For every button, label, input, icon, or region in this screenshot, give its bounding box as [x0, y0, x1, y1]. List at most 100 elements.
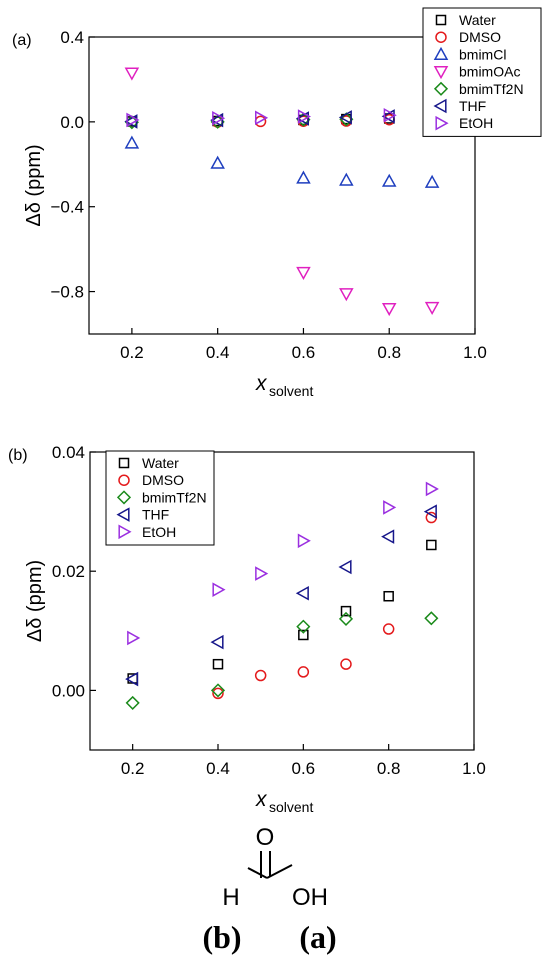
data-point-dmso	[340, 658, 352, 670]
data-point-thf	[423, 504, 437, 519]
data-point-bmimtf2n	[210, 683, 226, 698]
legend-label-thf: THF	[142, 507, 169, 523]
data-point-etoh	[127, 630, 141, 646]
data-point-water	[298, 629, 309, 641]
legend-label-water: Water	[142, 455, 179, 471]
legend-label-water: Water	[459, 12, 496, 28]
y-tick-label: 0.04	[52, 443, 85, 462]
x-tick-label: 0.2	[120, 343, 144, 362]
data-point-dmso	[212, 687, 224, 700]
x-tick-label: 0.4	[206, 759, 230, 778]
y-tick-label: −0.4	[50, 198, 84, 217]
data-point-bmimtf2n	[339, 112, 354, 127]
data-point-bmimtf2n	[424, 611, 439, 626]
data-point-dmso	[254, 669, 267, 682]
series-dmso	[211, 109, 438, 128]
legend-label-bmimtf2n: bmimTf2N	[142, 489, 207, 505]
data-point-thf	[295, 111, 309, 126]
data-point-etoh	[383, 500, 397, 515]
data-point-bmimtf2n	[125, 695, 140, 710]
legend-box	[105, 450, 215, 546]
data-point-bmimcl	[210, 155, 225, 169]
formic-acid-structure: O H OH	[222, 824, 328, 911]
x-tick-label: 1.0	[463, 343, 487, 362]
data-point-bmimoac	[296, 266, 311, 281]
bond-c-h	[247, 867, 268, 879]
x-axis-label: x	[255, 372, 268, 395]
data-point-bmimtf2n	[296, 619, 311, 634]
series-bmimtf2n	[125, 611, 439, 710]
data-point-etoh	[212, 582, 226, 597]
data-point-water	[340, 605, 352, 617]
data-point-bmimoac	[424, 301, 440, 316]
data-point-bmimcl	[124, 135, 140, 149]
legend-label-bmimcl: bmimCl	[459, 46, 506, 62]
x-tick-label: 0.8	[377, 759, 401, 778]
plot-frame	[88, 36, 476, 335]
x-tick-label: 0.6	[292, 759, 316, 778]
x-axis-label: x	[255, 788, 268, 811]
data-point-thf	[125, 671, 139, 687]
legend-label-bmimtf2n: bmimTf2N	[459, 81, 524, 97]
data-point-thf	[210, 634, 224, 650]
y-tick-label: 0.0	[60, 113, 84, 132]
data-point-dmso	[382, 623, 395, 635]
series-water	[127, 539, 437, 684]
x-tick-label: 0.8	[377, 343, 401, 362]
legend-label-thf: THF	[459, 98, 486, 114]
x-axis-label-subscript: solvent	[269, 799, 313, 815]
plot-frame	[89, 451, 475, 751]
series-dmso	[212, 511, 438, 700]
data-point-thf	[381, 529, 395, 544]
data-point-etoh	[255, 110, 269, 126]
chart-panel-b: 0.2 0.4 0.6 0.8 1.0 0.04 0.02 0.00 (b) Δδ (ppm) x s…	[8, 443, 486, 815]
data-point-dmso	[297, 666, 310, 678]
data-point-water	[426, 539, 437, 551]
data-point-thf	[295, 585, 309, 601]
legend-label-bmimoac: bmimOAc	[459, 64, 520, 80]
legend-box	[422, 7, 542, 137]
y-tick-label: 0.4	[60, 28, 84, 47]
y-axis-label: Δδ (ppm)	[24, 560, 46, 642]
data-point-bmimoac	[381, 302, 397, 317]
legend-label-dmso: DMSO	[142, 472, 184, 488]
structure-label-a: (a)	[299, 919, 336, 955]
data-point-water	[383, 590, 394, 602]
atom-oxygen-label: O	[256, 824, 275, 851]
y-tick-label: 0.02	[52, 562, 85, 581]
legend-marker-thf	[433, 98, 447, 114]
data-point-bmimcl	[381, 173, 397, 187]
data-point-etoh	[297, 109, 311, 124]
data-point-etoh	[383, 108, 397, 123]
legend-marker-bmimoac	[433, 66, 449, 80]
legend-marker-dmso	[435, 31, 447, 43]
series-etoh	[127, 481, 439, 646]
legend-marker-dmso	[118, 474, 130, 486]
bond-c-oh	[266, 864, 293, 879]
data-point-thf	[338, 110, 352, 125]
data-point-etoh	[255, 566, 269, 581]
data-point-etoh	[297, 533, 311, 549]
data-point-bmimoac	[339, 288, 354, 302]
data-point-thf	[338, 559, 352, 575]
legend-marker-etoh	[435, 115, 449, 131]
legend-marker-water	[118, 457, 130, 469]
y-axis-label: Δδ (ppm)	[23, 144, 45, 226]
atom-hydrogen-label: H	[222, 884, 239, 911]
legend-marker-bmimtf2n	[433, 81, 449, 96]
x-tick-label: 1.0	[462, 759, 486, 778]
atom-hydroxyl-label: OH	[292, 884, 328, 911]
legend-marker-thf	[116, 507, 130, 522]
y-tick-label: −0.8	[50, 283, 84, 302]
legend-marker-bmimtf2n	[116, 490, 132, 505]
data-point-bmimcl	[424, 174, 440, 188]
x-axis-label-subscript: solvent	[269, 383, 313, 399]
data-point-bmimcl	[339, 172, 354, 186]
series-thf	[125, 504, 437, 687]
x-tick-label: 0.2	[121, 759, 145, 778]
data-point-bmimtf2n	[338, 611, 354, 626]
series-bmimcl	[124, 135, 440, 188]
